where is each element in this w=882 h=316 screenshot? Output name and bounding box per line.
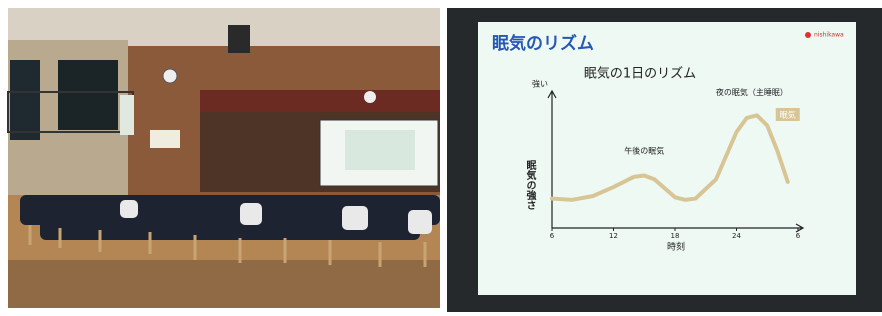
- x-tick-label: 6: [550, 232, 555, 240]
- logo: nishikawa: [814, 32, 844, 39]
- chart-title: 眠気の1日のリズム: [584, 66, 696, 82]
- x-tick-label: 24: [732, 232, 741, 240]
- annotation: 午後の眠気: [624, 146, 664, 156]
- y-top-label: 強い: [532, 79, 548, 89]
- page: 眠気のリズム nishikawa 眠気の1日のリズム 強い 眠気の強さ 時刻 6…: [0, 0, 882, 312]
- annotation: 夜の眠気（主睡眠）: [716, 87, 788, 97]
- slide: [478, 22, 856, 295]
- gym-photo: [8, 8, 440, 308]
- x-axis-label: 時刻: [667, 241, 685, 253]
- legend-label: 眠気: [780, 110, 796, 120]
- scene: 眠気のリズム nishikawa 眠気の1日のリズム 強い 眠気の強さ 時刻 6…: [0, 0, 882, 312]
- logo-mark: [805, 32, 811, 38]
- slide-title: 眠気のリズム: [492, 33, 594, 54]
- x-tick-label: 6: [796, 232, 801, 240]
- x-tick-label: 18: [671, 232, 680, 240]
- x-tick-label: 12: [609, 232, 618, 240]
